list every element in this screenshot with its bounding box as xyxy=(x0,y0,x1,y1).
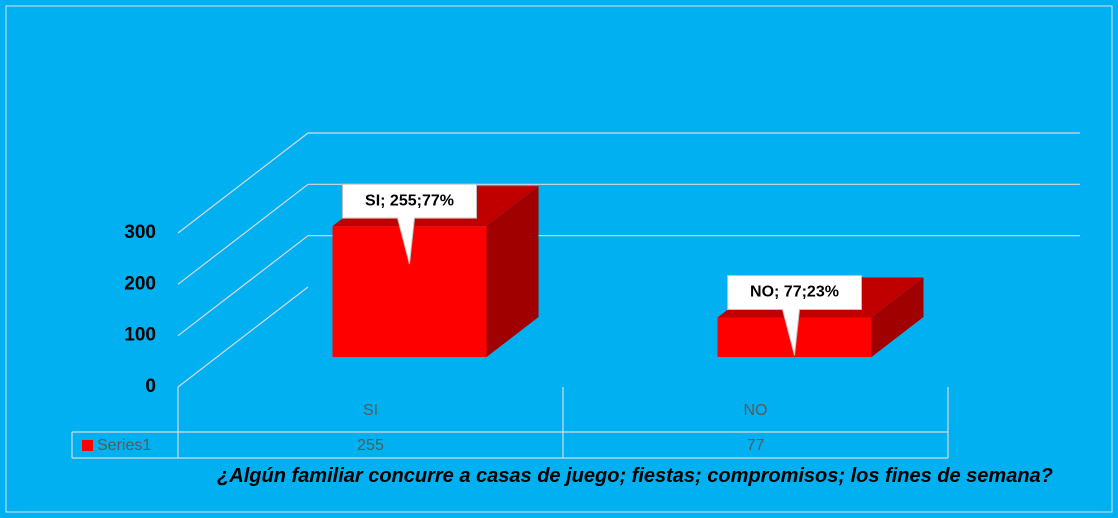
y-tick-label: 0 xyxy=(145,376,156,397)
grid-line xyxy=(177,235,309,337)
bar-side xyxy=(871,277,924,357)
bar-side xyxy=(486,186,539,357)
grid-line xyxy=(177,183,309,285)
table-value: 77 xyxy=(747,437,765,454)
x-tick-label: SI xyxy=(363,402,378,419)
y-tick-label: 200 xyxy=(124,273,156,294)
legend-swatch xyxy=(82,440,93,451)
grid-line xyxy=(177,132,309,234)
x-tick-label: NO xyxy=(744,402,768,419)
callout xyxy=(342,183,477,265)
table-value: 255 xyxy=(357,437,384,454)
frame xyxy=(5,5,1113,513)
bar-front xyxy=(332,226,487,357)
data-label: NO; 77;23% xyxy=(750,284,839,301)
callout xyxy=(727,274,862,356)
legend-label: Series1 xyxy=(97,437,151,454)
y-tick-label: 100 xyxy=(124,325,156,346)
grid-line xyxy=(177,286,309,388)
y-tick-label: 300 xyxy=(124,222,156,243)
data-label: SI; 255;77% xyxy=(365,192,454,209)
chart-title: ¿Algún familiar concurre a casas de jueg… xyxy=(217,465,1053,487)
